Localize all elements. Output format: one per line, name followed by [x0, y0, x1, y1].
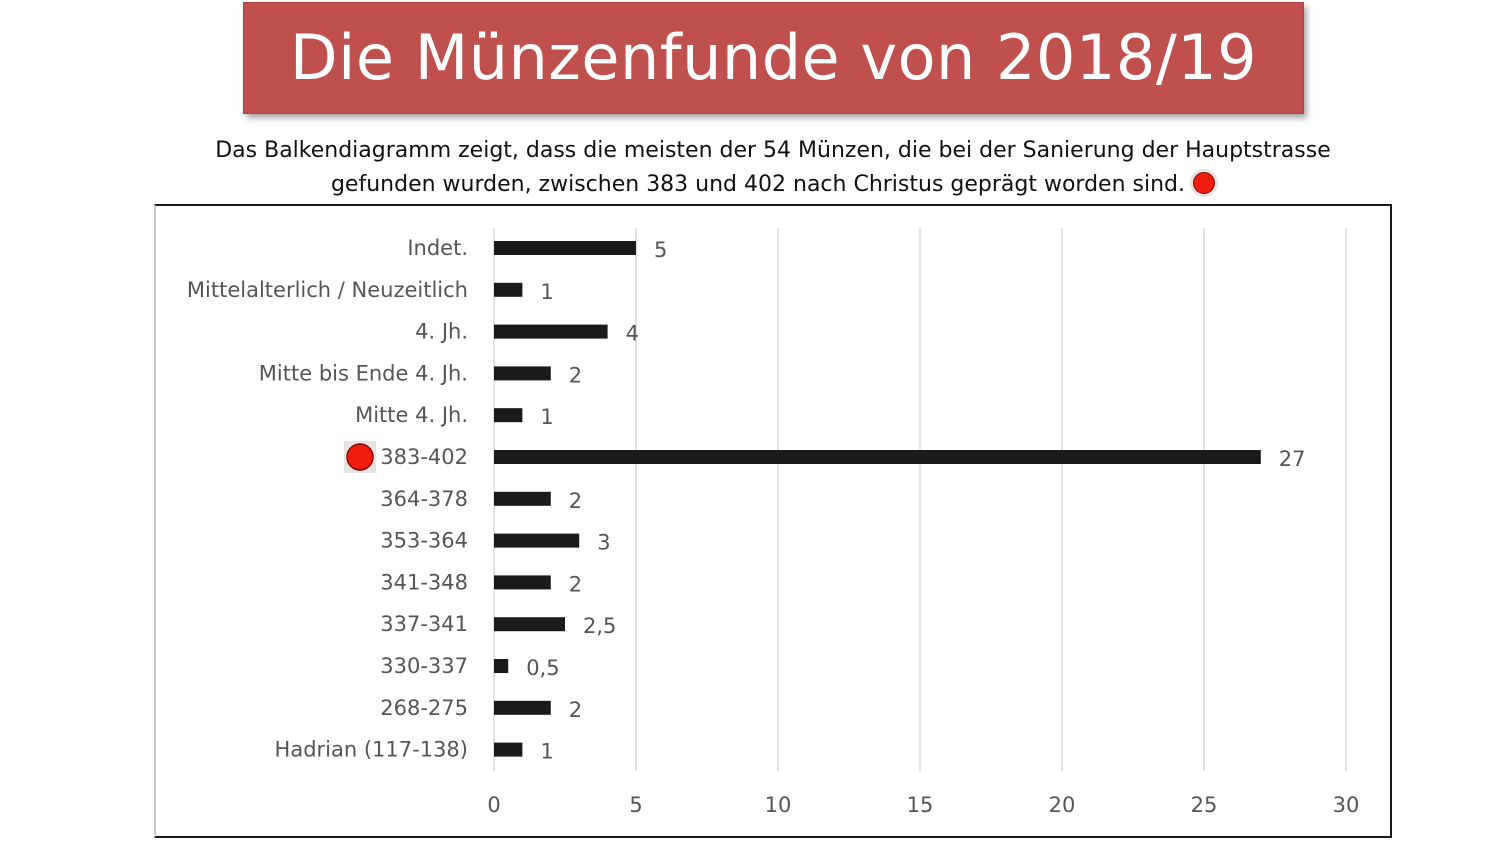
category-label: 337-341 [380, 612, 468, 636]
x-tick-label: 25 [1191, 793, 1218, 817]
caption-line-2: gefunden wurden, zwischen 383 und 402 na… [330, 172, 1186, 197]
value-label: 2 [569, 572, 582, 596]
value-label: 27 [1279, 447, 1306, 471]
caption-line-2-row: gefunden wurden, zwischen 383 und 402 na… [150, 168, 1396, 202]
category-label: 341-348 [380, 570, 468, 594]
value-label: 2 [569, 363, 582, 387]
bar-chart: 0 5 10 15 20 25 30 Indet. 5 Mittelalterlich / Neu… [187, 228, 1360, 817]
value-label: 2 [569, 489, 582, 513]
chart-caption: Das Balkendiagramm zeigt, dass die meist… [150, 134, 1396, 202]
bar [494, 324, 608, 339]
category-label: 353-364 [380, 529, 468, 553]
bar [494, 742, 523, 757]
value-label: 5 [654, 238, 667, 262]
category-label: 364-378 [380, 487, 468, 511]
category-label: 4. Jh. [415, 320, 468, 344]
chart-frame: 0 5 10 15 20 25 30 Indet. 5 Mittelalterlich / Neu… [154, 204, 1392, 838]
bar [494, 282, 523, 297]
bar [494, 408, 523, 423]
red-dot-icon [346, 443, 374, 471]
x-tick-label: 10 [765, 793, 792, 817]
caption-line-1: Das Balkendiagramm zeigt, dass die meist… [215, 138, 1331, 163]
category-label: Mittelalterlich / Neuzeitlich [187, 278, 468, 302]
value-label: 3 [597, 531, 610, 555]
bar [494, 241, 636, 255]
value-label: 1 [540, 740, 553, 764]
bar [494, 450, 1261, 464]
title-banner: Die Münzenfunde von 2018/19 [243, 2, 1304, 114]
value-label: 1 [540, 280, 553, 304]
category-label: 330-337 [380, 654, 468, 678]
x-tick-label: 0 [487, 793, 500, 817]
bar [494, 491, 551, 506]
value-label: 0,5 [526, 656, 559, 680]
bar [494, 575, 551, 590]
bar [494, 700, 551, 715]
x-tick-label: 30 [1333, 793, 1360, 817]
bar [494, 533, 580, 548]
x-tick-label: 20 [1049, 793, 1076, 817]
page-title: Die Münzenfunde von 2018/19 [289, 21, 1258, 94]
x-tick-label: 5 [629, 793, 642, 817]
category-label: Indet. [407, 236, 468, 260]
category-label: Mitte 4. Jh. [355, 403, 468, 427]
value-label: 1 [540, 405, 553, 429]
x-tick-label: 15 [907, 793, 934, 817]
category-label: 268-275 [380, 696, 468, 720]
bar [494, 366, 551, 381]
value-label: 2,5 [583, 614, 616, 638]
red-dot-icon [1193, 172, 1216, 194]
category-label: 383-402 [380, 445, 468, 469]
bar [494, 659, 509, 673]
category-label: Mitte bis Ende 4. Jh. [259, 361, 468, 385]
value-label: 2 [569, 698, 582, 722]
category-label: Hadrian (117-138) [275, 738, 468, 762]
value-label: 4 [626, 322, 639, 346]
bar [494, 617, 565, 632]
